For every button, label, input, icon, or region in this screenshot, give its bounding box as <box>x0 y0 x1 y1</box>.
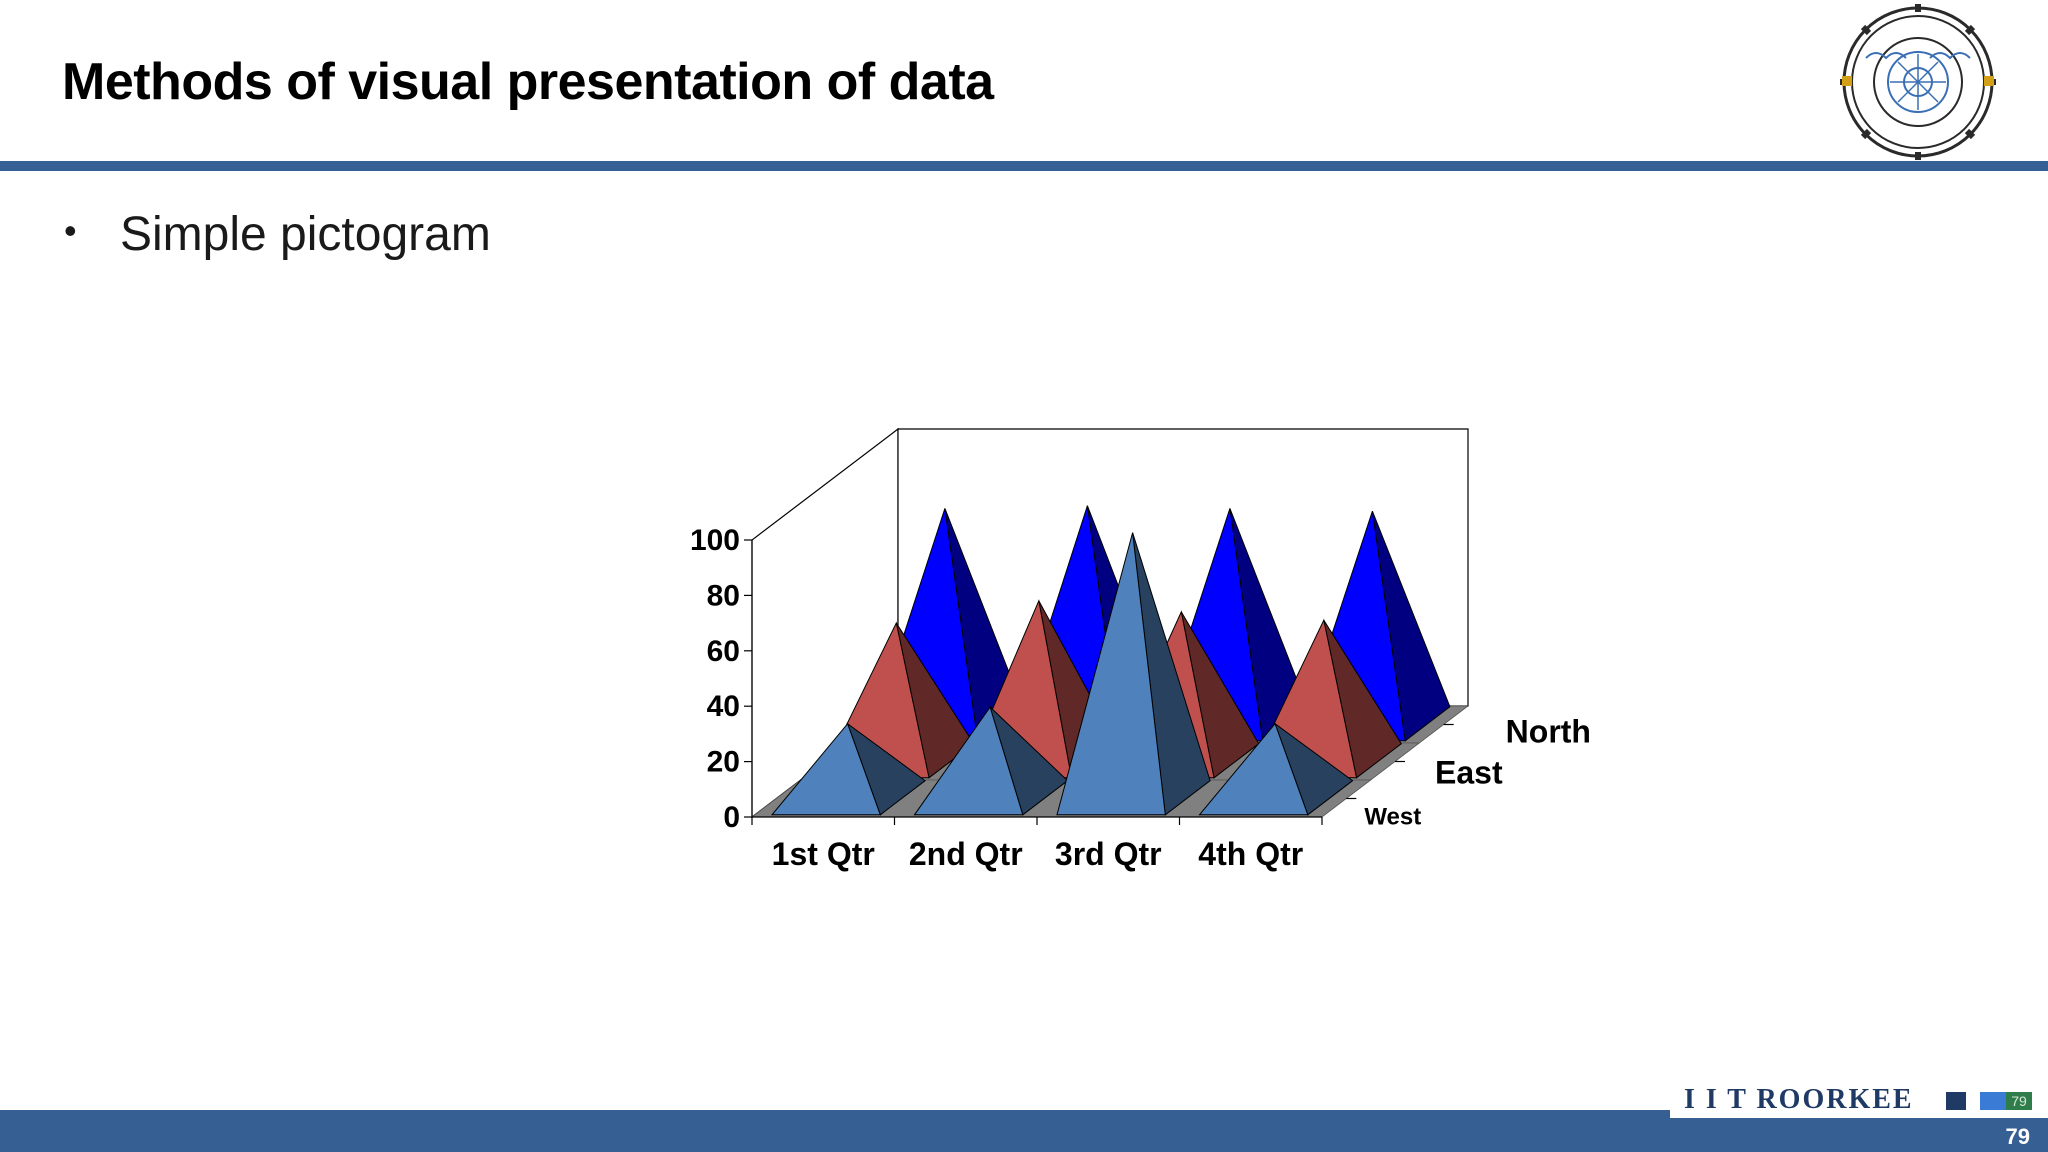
pyramid-west-2 <box>913 705 1024 816</box>
x-tick-label: 1st Qtr <box>772 836 875 872</box>
title-underline <box>0 161 2048 171</box>
y-tick-label: 0 <box>723 801 740 834</box>
brand-wordmark: I I T ROORKEE <box>1684 1084 1914 1115</box>
series-label-north: North <box>1506 714 1591 750</box>
x-tick-label: 3rd Qtr <box>1055 836 1162 872</box>
brand-square-blue <box>1980 1092 2006 1110</box>
bullet-text: Simple pictogram <box>120 208 491 261</box>
slide-title: Methods of visual presentation of data <box>62 53 994 111</box>
y-tick-label: 60 <box>707 635 740 668</box>
page-number: 79 <box>2005 1124 2030 1149</box>
x-tick-label: 4th Qtr <box>1198 836 1303 872</box>
series-label-west: West <box>1364 804 1421 831</box>
pyramid-west-1 <box>770 722 882 816</box>
pyramid-west-3 <box>1056 532 1166 816</box>
y-tick-label: 80 <box>707 579 740 612</box>
iit-roorkee-emblem <box>1836 2 2000 162</box>
x-tick-label: 2nd Qtr <box>909 836 1023 872</box>
brand-square-dark <box>1946 1092 1966 1110</box>
brand-badge: 79 <box>2006 1092 2032 1110</box>
y-tick-label: 20 <box>707 746 740 779</box>
y-tick-label: 40 <box>707 690 740 723</box>
bullet-marker: • <box>64 210 77 251</box>
series-label-east: East <box>1435 755 1503 791</box>
pyramid-west-4 <box>1198 722 1309 816</box>
y-tick-label: 100 <box>690 524 740 557</box>
pyramid-chart: 0 20 40 60 80 100 1st Qtr 2nd Qtr 3rd Qtr 4th Qtr… <box>680 420 1600 890</box>
